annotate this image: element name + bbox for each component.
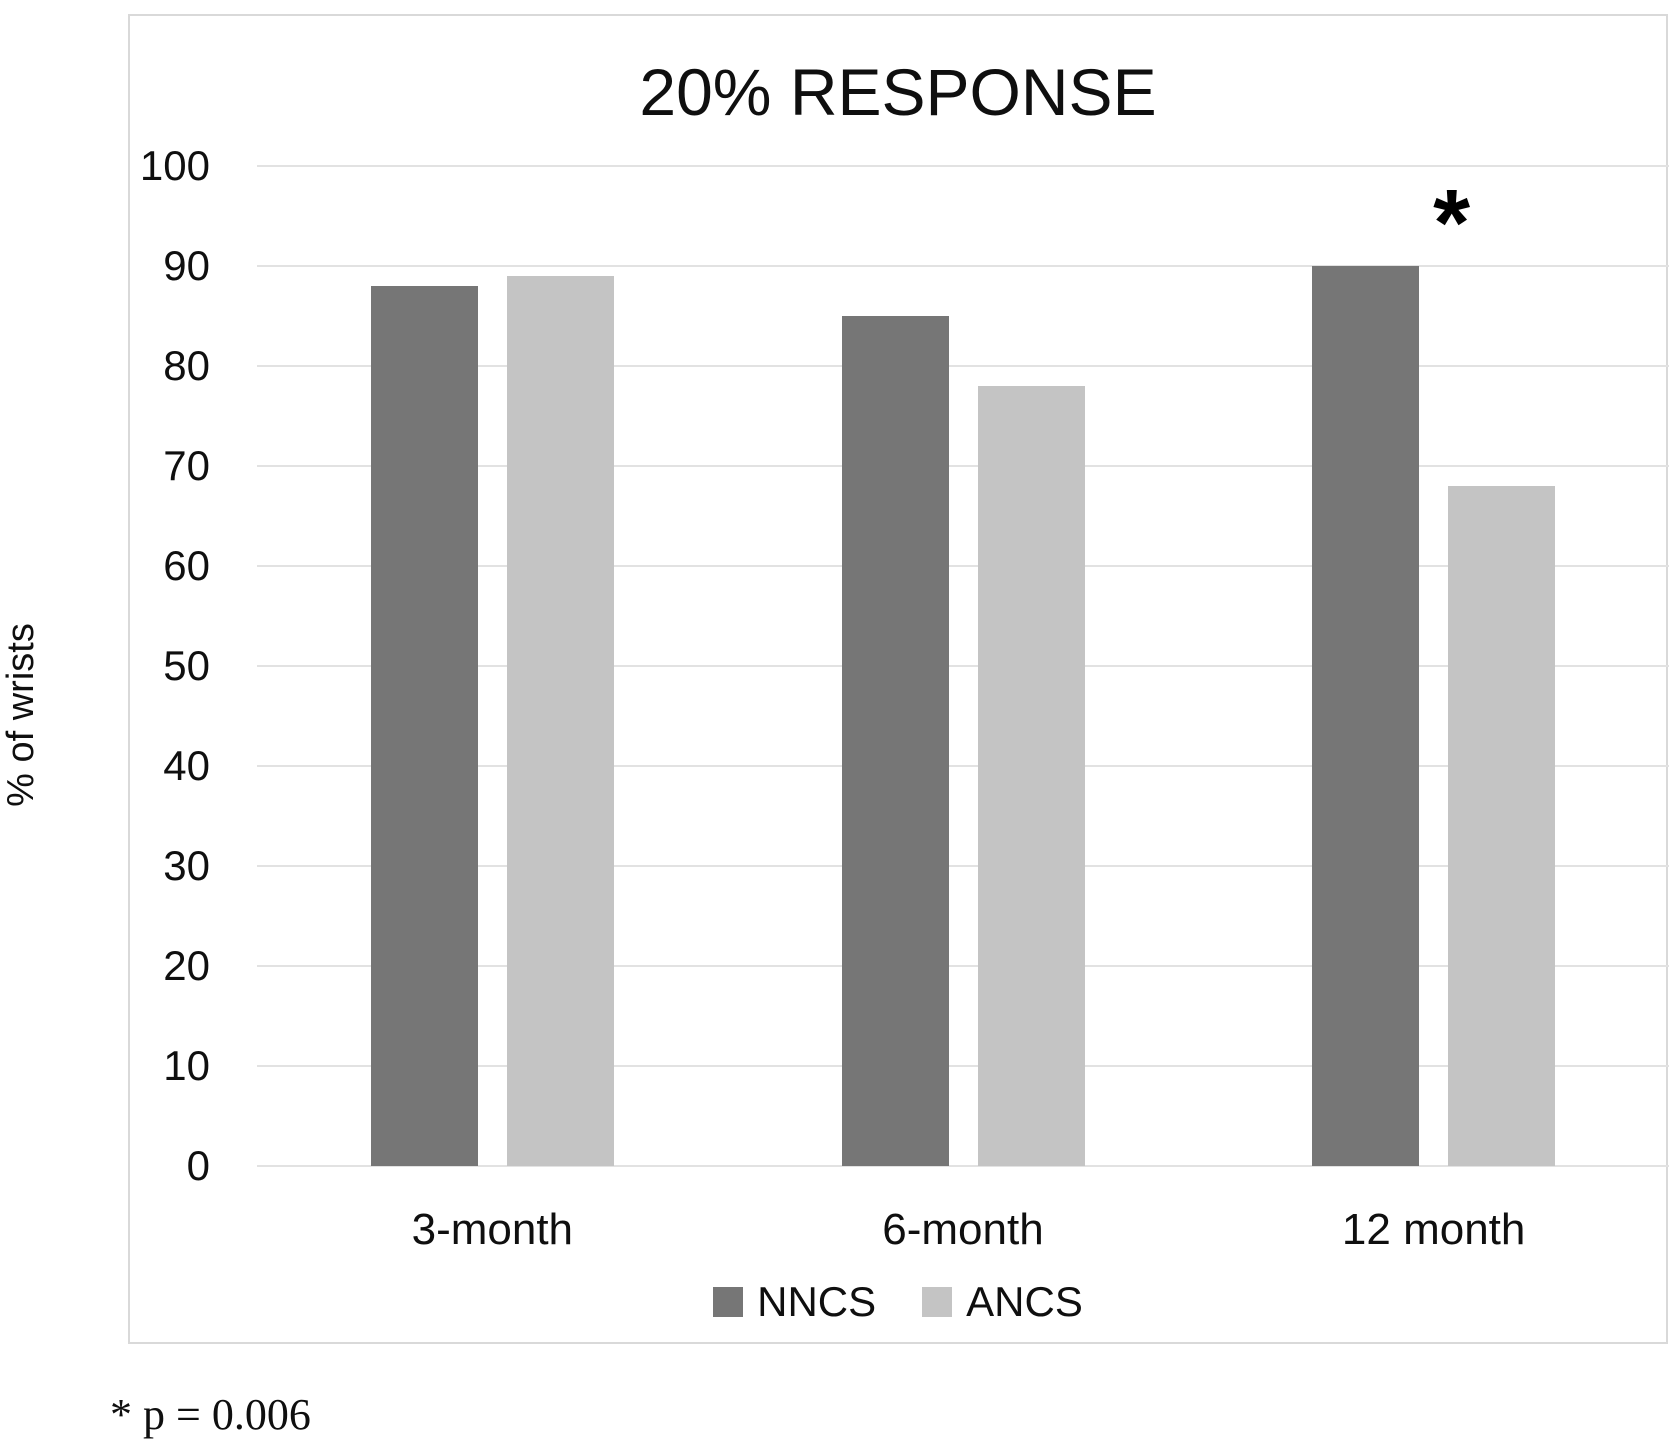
chart-title: 20% RESPONSE (639, 55, 1157, 129)
y-tick-label-80: 80 (163, 342, 210, 389)
gridline-50 (257, 665, 1669, 667)
y-tick-label-0: 0 (186, 1142, 210, 1189)
y-tick-label-90: 90 (163, 242, 210, 289)
significance-asterisk: * (1433, 170, 1471, 276)
bar-nncs-3-month (370, 286, 478, 1166)
legend-label-ancs: ANCS (966, 1278, 1083, 1325)
legend-item-ancs: ANCS (922, 1280, 1083, 1324)
chart-frame: 20% RESPONSE * 0 10 20 30 40 50 60 70 80 90 100 3-… (128, 14, 1669, 1344)
gridline-0 (257, 1165, 1669, 1167)
y-tick-label-60: 60 (163, 542, 210, 589)
bar-ancs-12-month (1448, 486, 1556, 1166)
gridline-80 (257, 365, 1669, 367)
plot-area: * (257, 165, 1669, 1167)
y-tick-label-30: 30 (163, 842, 210, 889)
gridline-40 (257, 765, 1669, 767)
y-tick-label-50: 50 (163, 642, 210, 689)
y-tick-label-20: 20 (163, 942, 210, 989)
gridline-60 (257, 565, 1669, 567)
legend-label-nncs: NNCS (757, 1278, 877, 1325)
y-axis-title: % of wrists (0, 623, 42, 807)
gridline-100 (257, 165, 1669, 167)
gridline-30 (257, 865, 1669, 867)
bar-ancs-3-month (506, 276, 614, 1166)
bar-ancs-6-month (977, 386, 1085, 1166)
gridline-90 (257, 265, 1669, 267)
footnote: * p = 0.006 (110, 1390, 311, 1439)
y-tick-label-100: 100 (139, 142, 210, 189)
legend-swatch-ancs (922, 1287, 953, 1317)
gridline-70 (257, 465, 1669, 467)
y-tick-label-40: 40 (163, 742, 210, 789)
x-category-label-6-month: 6-month (882, 1205, 1044, 1254)
x-category-label-12-month: 12 month (1341, 1205, 1526, 1254)
bar-nncs-6-month (841, 316, 949, 1166)
y-tick-label-70: 70 (163, 442, 210, 489)
legend-swatch-nncs (713, 1287, 744, 1317)
legend: NNCS ANCS (130, 1280, 1666, 1324)
y-tick-label-10: 10 (163, 1042, 210, 1089)
legend-item-nncs: NNCS (713, 1280, 876, 1324)
x-category-label-3-month: 3-month (411, 1205, 574, 1254)
gridline-10 (257, 1065, 1669, 1067)
bar-nncs-12-month (1312, 266, 1420, 1166)
gridline-20 (257, 965, 1669, 967)
